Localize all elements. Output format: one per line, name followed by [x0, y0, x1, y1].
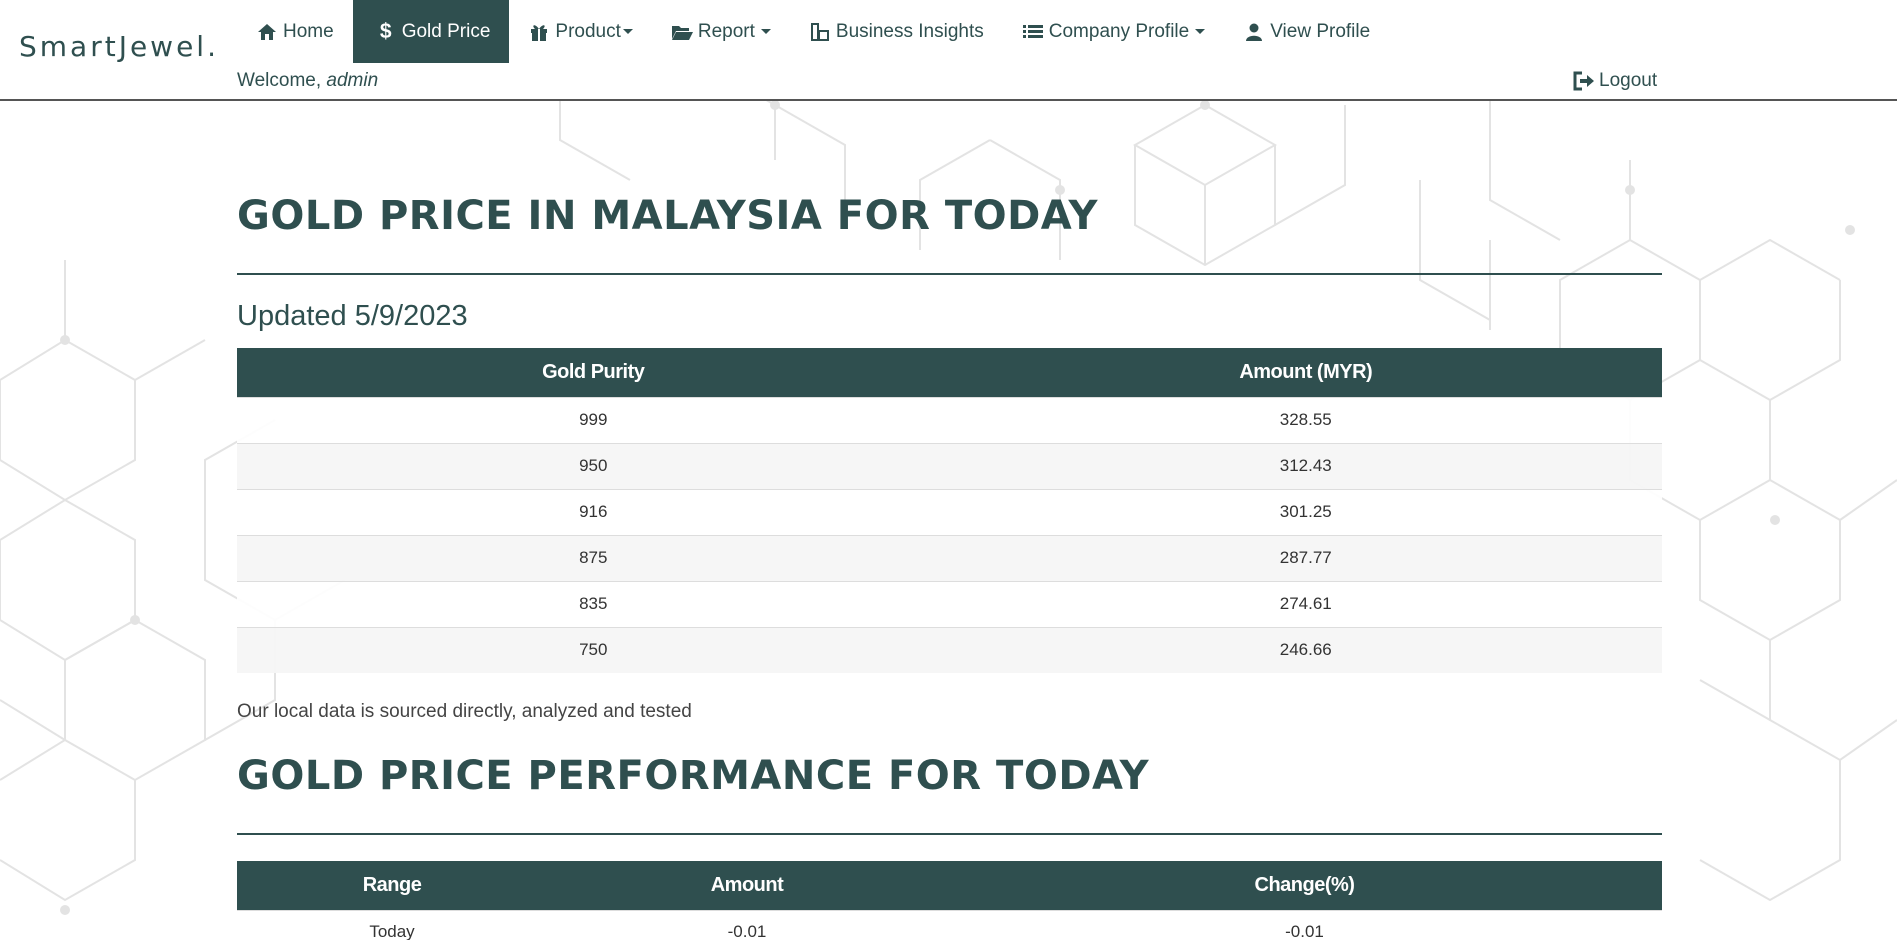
home-icon: [256, 22, 278, 42]
purity-cell: 750: [237, 626, 950, 673]
nav-home-label: Home: [283, 20, 334, 42]
nav-report-label: Report: [697, 20, 755, 42]
table-row: Today -0.01 -0.01: [237, 909, 1662, 940]
table-row: 750 246.66: [237, 626, 1662, 673]
background-hex-pattern: [0, 100, 1897, 915]
nav-company-profile-dropdown[interactable]: Company Profile: [1003, 0, 1224, 63]
column-header: Amount: [547, 861, 947, 910]
nav-view-profile[interactable]: View Profile: [1224, 0, 1389, 63]
amount-cell: 274.61: [949, 580, 1662, 627]
divider: [237, 833, 1662, 835]
purity-cell: 999: [237, 396, 950, 443]
welcome-message: Welcome, admin: [237, 70, 378, 92]
column-header: Gold Purity: [237, 348, 950, 397]
chevron-down-icon: [760, 29, 771, 34]
amount-cell: 246.66: [949, 626, 1662, 673]
logout-link[interactable]: Logout: [1573, 70, 1657, 92]
nav-gold-price[interactable]: $ Gold Price: [352, 0, 510, 63]
updated-date: Updated 5/9/2023: [237, 300, 468, 332]
welcome-prefix: Welcome,: [237, 70, 327, 91]
table-header-row: Range Amount Change(%): [237, 861, 1662, 910]
range-cell: Today: [237, 909, 547, 940]
table-row: 835 274.61: [237, 580, 1662, 627]
gold-price-table: Gold Purity Amount (MYR) 999 328.55 950 …: [237, 348, 1662, 673]
amount-cell: 312.43: [949, 442, 1662, 489]
chevron-down-icon: [622, 29, 633, 34]
welcome-username: admin: [326, 70, 379, 91]
table-row: 875 287.77: [237, 534, 1662, 581]
table-header-row: Gold Purity Amount (MYR): [237, 348, 1662, 397]
table-row: 916 301.25: [237, 488, 1662, 535]
gold-performance-table: Range Amount Change(%) Today -0.01 -0.01: [237, 861, 1662, 940]
section-title-performance: GOLD PRICE PERFORMANCE FOR TODAY: [237, 753, 1150, 799]
list-icon: [1022, 22, 1044, 42]
data-source-note: Our local data is sourced directly, anal…: [237, 701, 692, 722]
logout-icon: [1573, 71, 1595, 91]
logout-label: Logout: [1599, 70, 1658, 91]
gift-icon: [528, 22, 550, 42]
table-row: 999 328.55: [237, 396, 1662, 443]
table-row: 950 312.43: [237, 442, 1662, 489]
top-navbar: SmartJewel. Home $ Gold Price Product Re…: [0, 0, 1897, 101]
chevron-down-icon: [1195, 29, 1206, 34]
amount-cell: 301.25: [949, 488, 1662, 535]
column-header: Range: [237, 861, 547, 910]
purity-cell: 950: [237, 442, 950, 489]
purity-cell: 916: [237, 488, 950, 535]
column-header: Amount (MYR): [949, 348, 1662, 397]
nav-company-profile-label: Company Profile: [1048, 20, 1190, 42]
main-menu: Home $ Gold Price Product Report Busines…: [237, 0, 1389, 63]
nav-product-label: Product: [555, 20, 621, 42]
amount-cell: 287.77: [949, 534, 1662, 581]
nav-report-dropdown[interactable]: Report: [652, 0, 790, 63]
page-title: GOLD PRICE IN MALAYSIA FOR TODAY: [237, 193, 1098, 239]
nav-home[interactable]: Home: [237, 0, 353, 63]
nav-business-insights[interactable]: Business Insights: [790, 0, 1003, 63]
user-icon: [1243, 22, 1265, 42]
nav-view-profile-label: View Profile: [1270, 20, 1371, 42]
folder-open-icon: [671, 22, 693, 42]
divider: [237, 273, 1662, 275]
amount-cell: -0.01: [547, 909, 947, 940]
nav-gold-price-label: Gold Price: [401, 20, 491, 42]
amount-cell: 328.55: [949, 396, 1662, 443]
building-icon: [809, 22, 831, 42]
column-header: Change(%): [947, 861, 1662, 910]
change-cell: -0.01: [947, 909, 1662, 940]
nav-business-insights-label: Business Insights: [835, 20, 984, 42]
purity-cell: 835: [237, 580, 950, 627]
purity-cell: 875: [237, 534, 950, 581]
nav-product-dropdown[interactable]: Product: [509, 0, 651, 63]
brand-logo[interactable]: SmartJewel.: [19, 30, 219, 63]
dollar-icon: $: [379, 19, 392, 43]
